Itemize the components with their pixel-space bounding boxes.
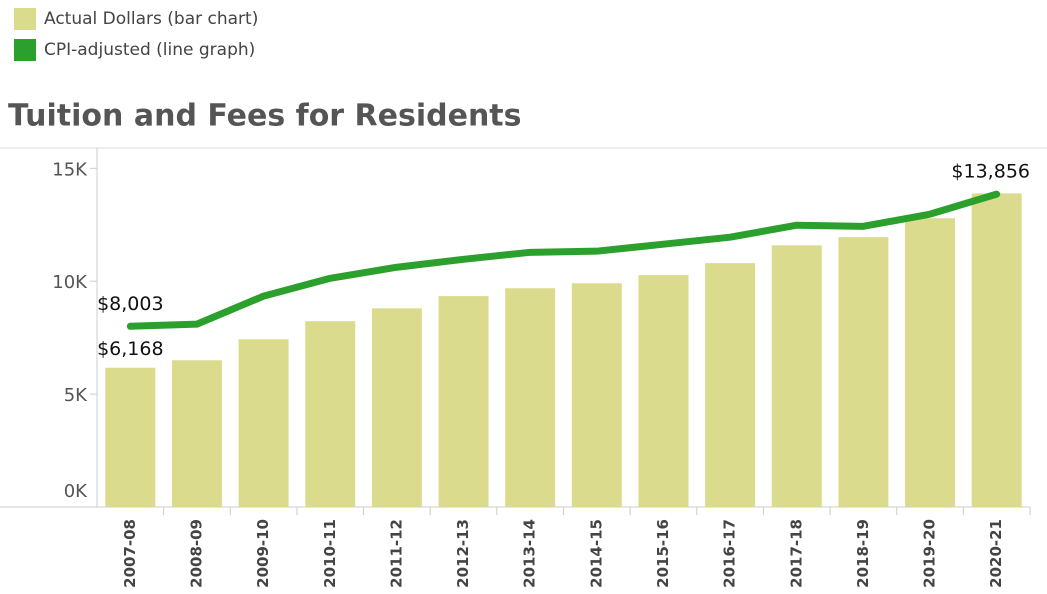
bar [905,218,956,508]
x-tick-label: 2010-11 [321,519,339,588]
bar [438,296,489,507]
bar [705,263,756,507]
bar [838,237,889,507]
x-tick-label: 2020-21 [987,519,1005,588]
bar [571,283,622,507]
chart-title: Tuition and Fees for Residents [8,99,522,134]
x-tick-label: 2018-19 [854,519,872,588]
bar [171,360,222,507]
x-tick-label: 2017-18 [787,519,805,588]
y-tick-label: 10K [52,272,88,293]
x-tick-label: 2007-08 [121,519,139,588]
x-tick-label: 2012-13 [454,519,472,588]
legend-swatch [14,8,36,30]
legend-label: CPI-adjusted (line graph) [44,40,255,60]
y-tick-label: 0K [64,481,88,502]
x-tick-label: 2011-12 [387,519,405,588]
x-tick-label: 2015-16 [654,519,672,588]
x-tick-label: 2014-15 [587,519,605,588]
bar [105,367,156,507]
line [126,190,1001,330]
y-tick-label: 5K [64,385,88,406]
legend-label: Actual Dollars (bar chart) [44,9,258,29]
bar [305,321,356,507]
y-tick-label: 15K [52,159,88,180]
x-tick-label: 2016-17 [721,519,739,588]
x-tick-label: 2008-09 [187,519,205,588]
value-label: $8,003 [97,293,163,315]
bar [971,193,1022,507]
bar [638,275,689,507]
bar [238,339,289,507]
x-tick-label: 2019-20 [921,519,939,588]
x-tick-label: 2013-14 [521,519,539,588]
x-tick-label: 2009-10 [254,519,272,588]
value-label: $13,856 [951,161,1030,183]
bar [371,308,422,507]
bar [771,245,822,507]
legend-swatch [14,39,36,61]
value-label: $6,168 [97,338,163,360]
bar [505,288,556,507]
